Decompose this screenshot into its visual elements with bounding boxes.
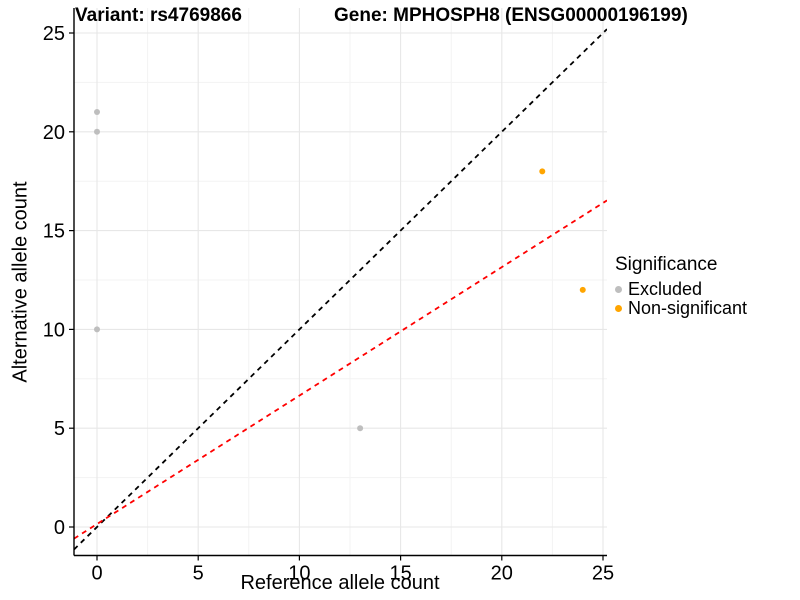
fit-line <box>74 199 607 540</box>
data-points <box>94 109 586 432</box>
legend-item-label: Non-significant <box>628 298 748 318</box>
legend-item-excluded: Excluded <box>615 280 747 298</box>
legend-dot-excluded <box>615 285 622 293</box>
legend-item-label: Excluded <box>628 279 703 299</box>
tick-labels: 0 5 10 15 20 25 0 5 10 15 20 25 <box>43 23 614 585</box>
x-tick-label: 0 <box>91 563 102 585</box>
x-tick-label: 10 <box>288 563 310 585</box>
legend-dot-non-significant <box>615 304 622 312</box>
data-point-non-significant <box>579 286 586 293</box>
y-tick-label: 25 <box>43 23 65 45</box>
y-axis-label: Alternative allele count <box>9 181 32 383</box>
variant-title: Variant: rs4769866 <box>75 5 242 26</box>
y-tick-label: 0 <box>54 517 65 539</box>
data-point-excluded <box>357 425 364 432</box>
y-tick-label: 5 <box>54 418 65 440</box>
y-tick-label: 20 <box>43 122 65 144</box>
x-tick-label: 15 <box>389 563 411 585</box>
x-tick-label: 25 <box>592 563 614 585</box>
x-tick-label: 20 <box>491 563 513 585</box>
x-tick-label: 5 <box>193 563 204 585</box>
y-tick-label: 15 <box>43 221 65 243</box>
reference-lines <box>74 28 607 551</box>
x-axis-label: Reference allele count <box>240 572 440 594</box>
gene-title: Gene: MPHOSPH8 (ENSG00000196199) <box>334 5 688 26</box>
y-tick-label: 10 <box>43 319 65 341</box>
data-point-excluded <box>94 326 100 333</box>
grid-minor <box>74 8 607 556</box>
grid-major <box>74 8 607 556</box>
legend-items: Excluded Non-significant <box>615 280 747 317</box>
legend: Significance Excluded Non-significant <box>615 254 747 318</box>
identity-line <box>74 28 607 551</box>
axes <box>73 8 607 557</box>
tick-marks <box>69 32 604 561</box>
data-point-excluded <box>94 128 100 135</box>
data-point-excluded <box>94 109 100 116</box>
legend-title: Significance <box>615 254 718 275</box>
legend-item-non-significant: Non-significant <box>615 299 747 317</box>
data-point-non-significant <box>539 168 546 175</box>
